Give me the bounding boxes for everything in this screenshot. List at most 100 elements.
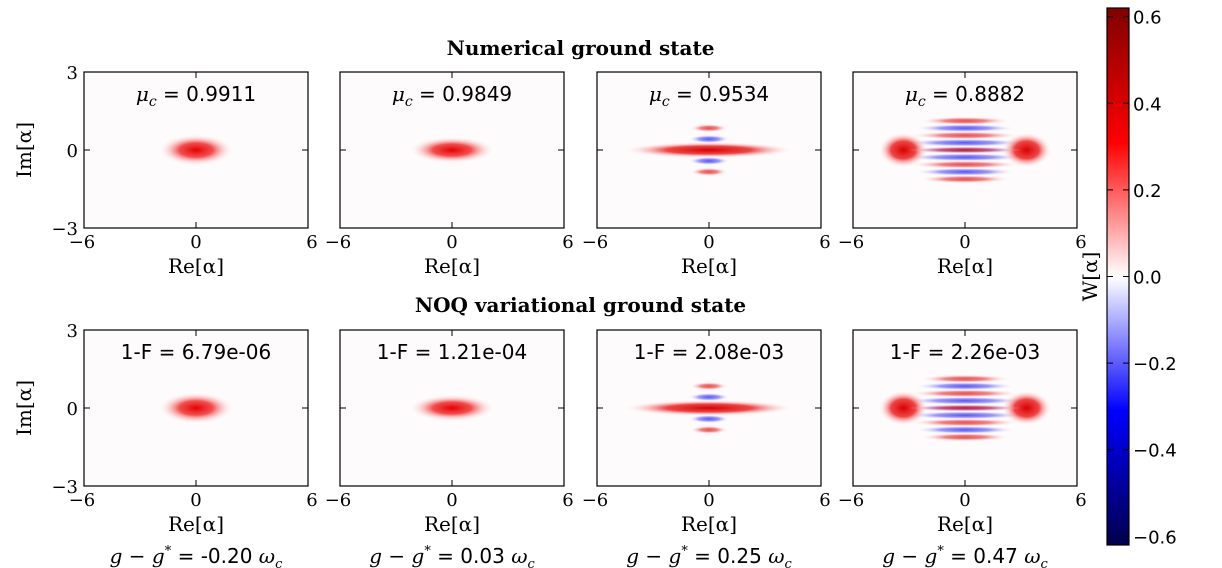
y-tick-label: −3: [51, 477, 78, 498]
coupling-label: g − g* = -0.20 ωc: [110, 544, 284, 568]
wigner-panel: −6 0 6 Re[α] 1-F = 2.26e-03: [838, 329, 1087, 536]
y-tick-label: 3: [67, 63, 78, 84]
x-axis-label: Re[α]: [681, 254, 737, 278]
interference-fringe: [688, 414, 730, 424]
y-axis-label: Im[α]: [12, 122, 36, 178]
colorbar-tick-label: −0.6: [1133, 527, 1177, 548]
x-tick-label: 0: [190, 232, 201, 253]
y-axis-label: Im[α]: [12, 380, 36, 436]
y-tick-label: −3: [51, 219, 78, 240]
wigner-panel: −6 0 6 Re[α] 1-F = 2.08e-03: [582, 329, 831, 536]
x-tick-label: 6: [819, 490, 830, 511]
x-axis-label: Re[α]: [937, 254, 993, 278]
interference-fringe: [688, 392, 730, 402]
x-axis-label: Re[α]: [168, 512, 224, 536]
interference-fringe: [688, 156, 730, 166]
wigner-panel: −6 0 6 Re[α] 1-F = 1.21e-04: [325, 329, 574, 536]
x-tick-label: 6: [306, 490, 317, 511]
panel-annotation: 1-F = 2.26e-03: [890, 340, 1040, 364]
x-tick-label: 6: [306, 232, 317, 253]
x-tick-label: 0: [703, 232, 714, 253]
interference-fringe: [914, 124, 1016, 133]
x-tick-label: −6: [582, 232, 609, 253]
interference-fringe: [914, 425, 1016, 434]
colorbar-tick-label: −0.4: [1133, 441, 1177, 462]
wigner-lobe: [158, 134, 234, 166]
interference-fringe: [914, 167, 1016, 176]
x-tick-label: −6: [838, 490, 865, 511]
wigner-lobe: [623, 399, 795, 417]
x-tick-label: −6: [325, 490, 352, 511]
wigner-lobe: [158, 392, 234, 424]
x-tick-label: 6: [1075, 232, 1086, 253]
colorbar-tick-label: 0.4: [1133, 94, 1162, 115]
coupling-label: g − g* = 0.03 ωc: [369, 544, 535, 568]
interference-fringe: [905, 396, 1025, 405]
wigner-lobe: [409, 394, 495, 422]
panel-annotation: 1-F = 2.08e-03: [634, 340, 784, 364]
x-tick-label: 0: [446, 490, 457, 511]
x-tick-label: 0: [959, 232, 970, 253]
panel-annotation: μc = 0.9849: [392, 82, 512, 110]
interference-fringe: [905, 411, 1025, 420]
interference-fringe: [910, 160, 1020, 169]
panel-annotation: μc = 0.8882: [905, 82, 1025, 110]
interference-fringe: [688, 134, 730, 144]
interference-fringe: [919, 374, 1011, 384]
wigner-lobe: [1001, 132, 1052, 168]
wigner-panel: −6 0 6 Re[α] μc = 0.8882: [838, 71, 1087, 278]
wigner-lobe: [409, 136, 495, 164]
y-tick-label: 3: [67, 321, 78, 342]
wigner-lobe: [623, 141, 795, 159]
x-tick-label: 6: [562, 490, 573, 511]
x-tick-label: 6: [1075, 490, 1086, 511]
interference-fringe: [910, 131, 1020, 140]
coupling-label: g − g* = 0.47 ωc: [882, 544, 1048, 568]
interference-fringe: [690, 425, 728, 434]
wigner-lobe: [908, 146, 1022, 154]
x-tick-label: −6: [325, 232, 352, 253]
panel-annotation: μc = 0.9911: [136, 82, 256, 110]
wigner-panel: −6 0 6 Re[α] −3 0 3 Im[α] μc = 0.9911: [12, 63, 318, 278]
panel-annotation: 1-F = 6.79e-06: [121, 340, 271, 364]
x-tick-label: 0: [190, 490, 201, 511]
panel-annotation: 1-F = 1.21e-04: [377, 340, 527, 364]
wigner-panel: −6 0 6 Re[α] μc = 0.9534: [582, 71, 831, 278]
colorbar-tick-label: −0.2: [1133, 354, 1177, 375]
x-tick-label: −6: [69, 490, 96, 511]
colorbar-tick-label: 0.6: [1133, 8, 1162, 29]
wigner-lobe: [1001, 390, 1052, 426]
interference-fringe: [919, 432, 1011, 442]
x-tick-label: 0: [446, 232, 457, 253]
x-axis-label: Re[α]: [424, 254, 480, 278]
interference-fringe: [690, 382, 728, 391]
colorbar-tick-label: 0.2: [1133, 181, 1162, 202]
y-tick-label: 0: [67, 399, 78, 420]
x-axis-label: Re[α]: [168, 254, 224, 278]
row-title: Numerical ground state: [447, 36, 715, 60]
interference-fringe: [905, 138, 1025, 147]
wigner-panel: −6 0 6 Re[α] μc = 0.9849: [325, 71, 574, 278]
panel-annotation: μc = 0.9534: [649, 82, 769, 110]
x-tick-label: 0: [703, 490, 714, 511]
colorbar-tick-label: 0.0: [1133, 268, 1162, 289]
x-tick-label: −6: [838, 232, 865, 253]
x-tick-label: 6: [819, 232, 830, 253]
wigner-lobe: [878, 132, 929, 168]
x-tick-label: 0: [959, 490, 970, 511]
x-tick-label: −6: [582, 490, 609, 511]
x-axis-label: Re[α]: [424, 512, 480, 536]
interference-fringe: [690, 167, 728, 176]
x-tick-label: 6: [562, 232, 573, 253]
interference-fringe: [910, 418, 1020, 427]
coupling-label: g − g* = 0.25 ωc: [626, 544, 792, 568]
row-title: NOQ variational ground state: [415, 293, 746, 317]
colorbar: −0.6 −0.4 −0.2 0.0 0.2 0.4 0.6 W[α]: [1078, 7, 1177, 548]
x-axis-label: Re[α]: [937, 512, 993, 536]
y-tick-label: 0: [67, 141, 78, 162]
interference-fringe: [910, 389, 1020, 398]
interference-fringe: [690, 124, 728, 133]
interference-fringe: [905, 153, 1025, 162]
interference-fringe: [919, 174, 1011, 184]
